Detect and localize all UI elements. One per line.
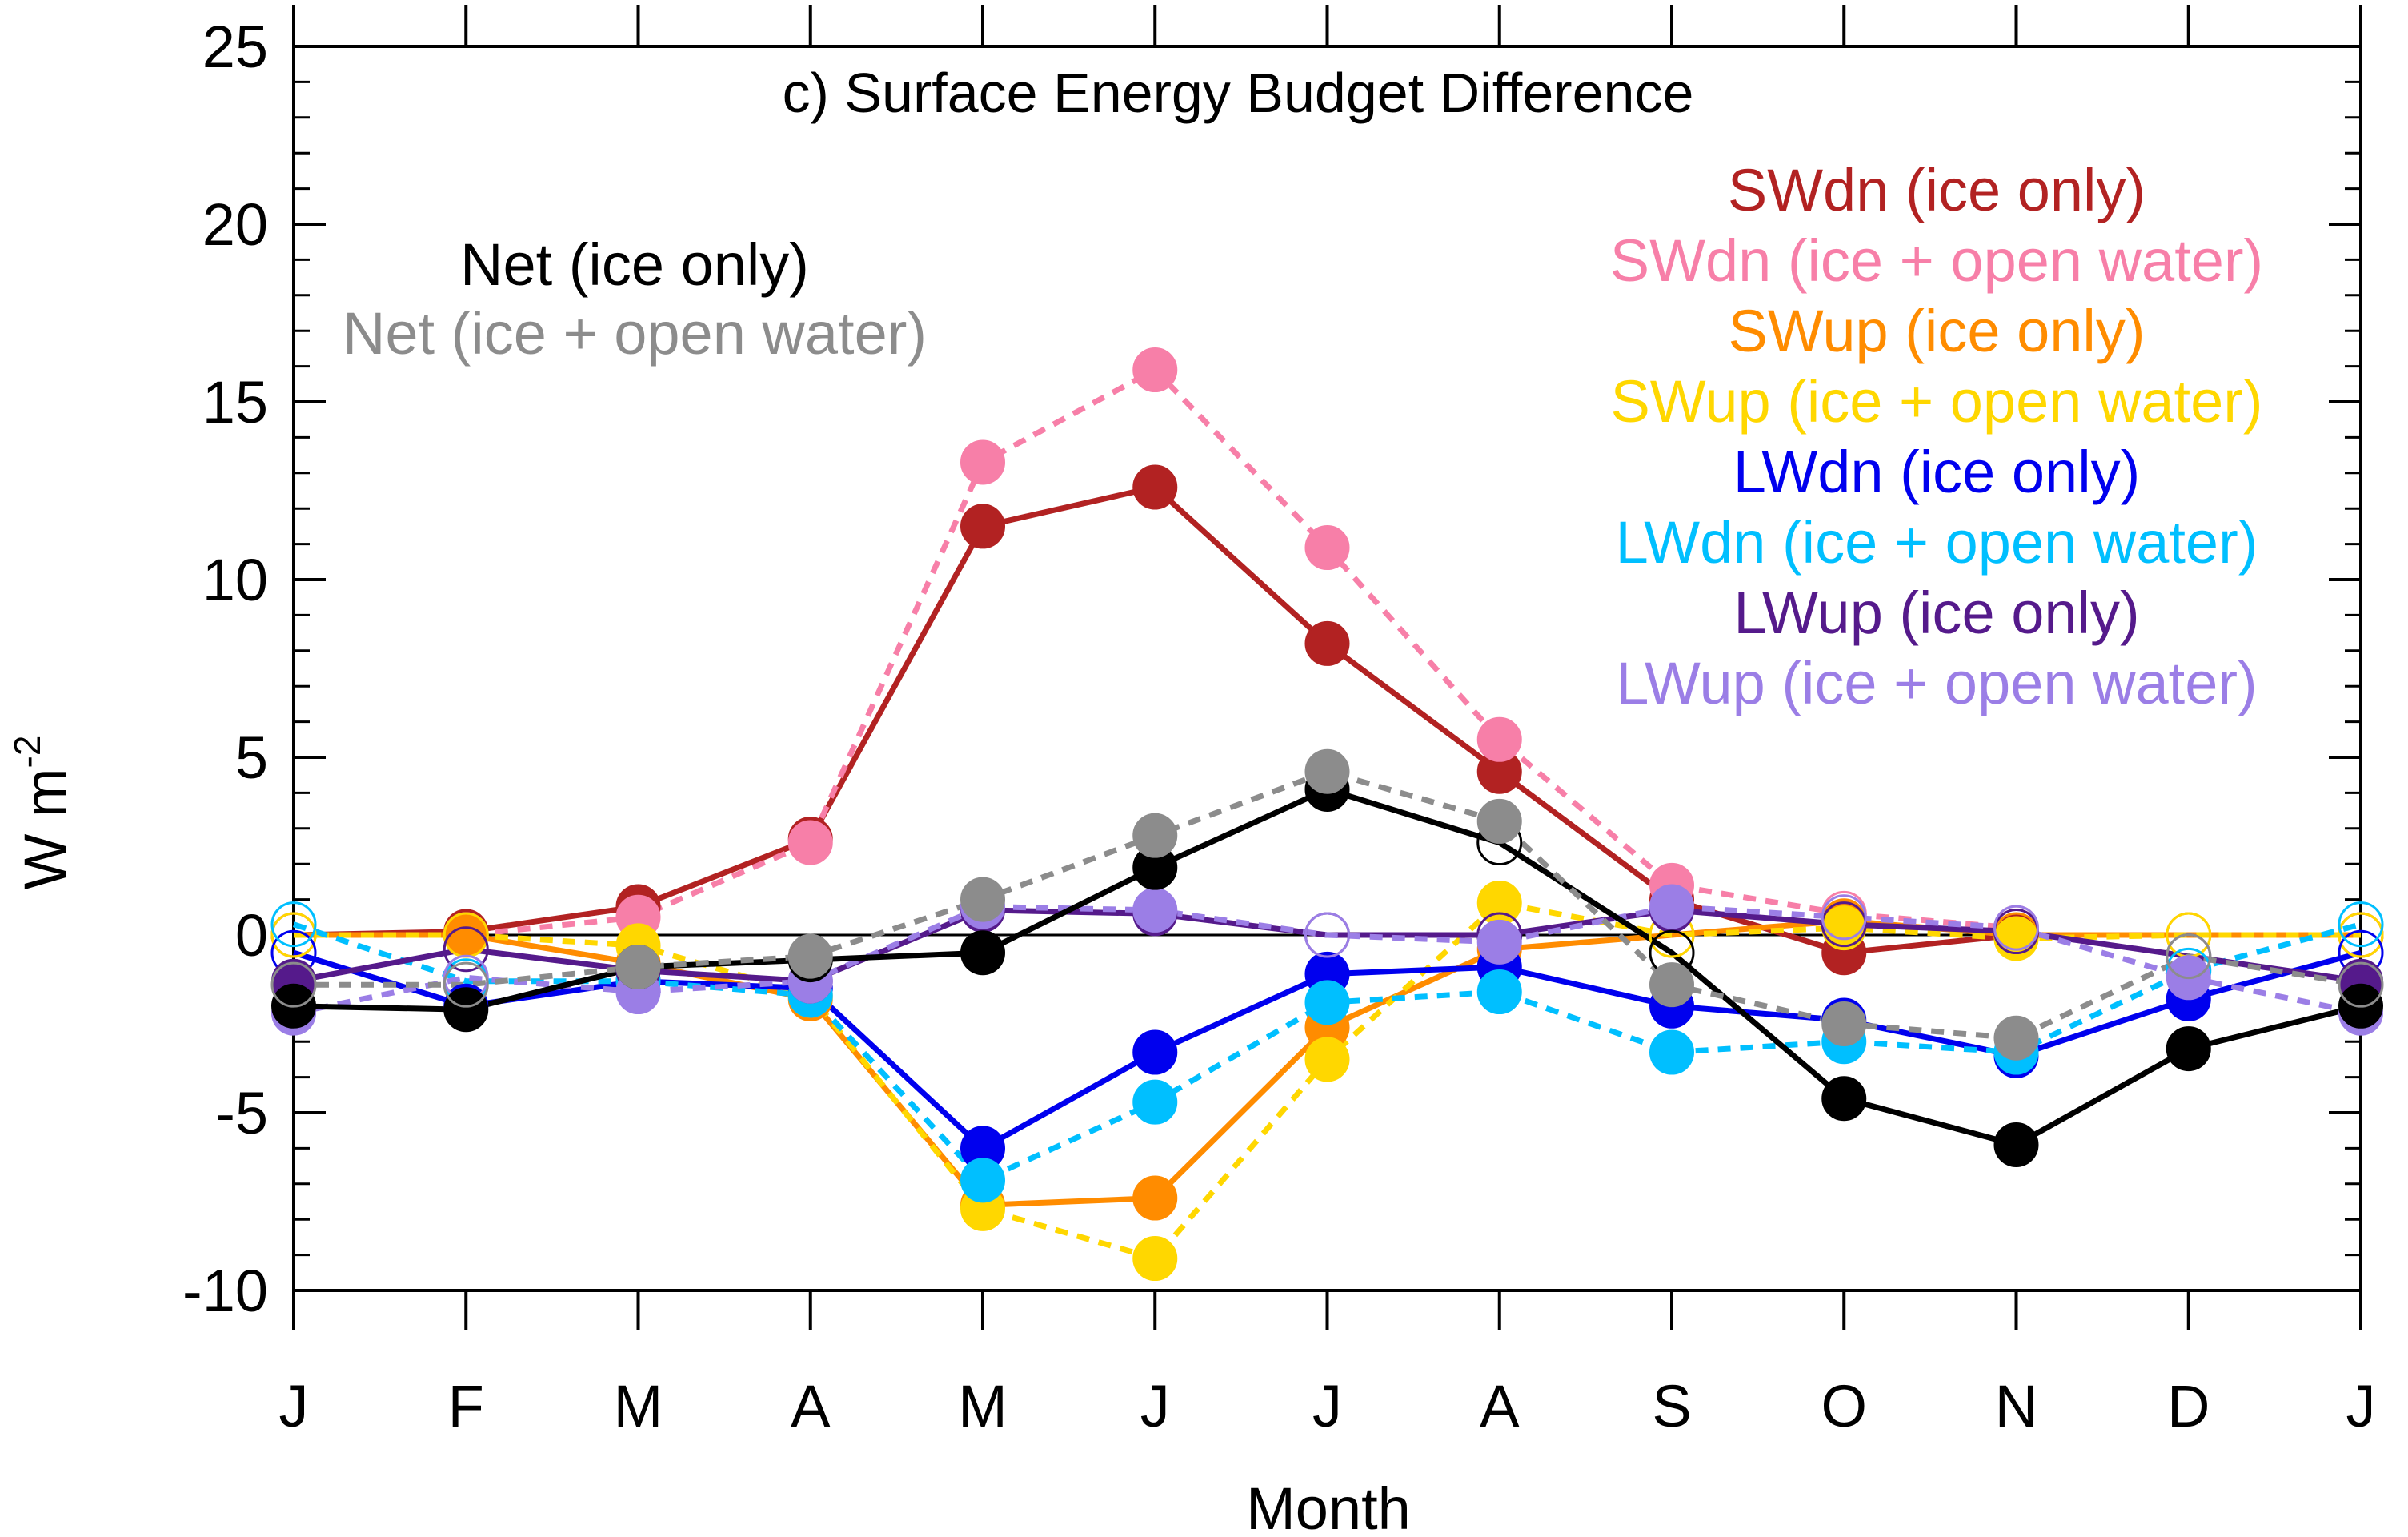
data-point: [1304, 1037, 1350, 1082]
data-point: [1132, 1175, 1178, 1221]
legend-entry: LWup (ice only): [1733, 580, 2139, 646]
data-point: [1649, 884, 1694, 929]
x-tick-label: D: [2167, 1373, 2210, 1439]
data-point-hollow: [1304, 912, 1350, 958]
x-tick-label: A: [1480, 1373, 1520, 1439]
x-tick-label: J: [279, 1373, 309, 1439]
x-axis-title: Month: [1246, 1475, 1411, 1537]
data-point: [1132, 1029, 1178, 1075]
data-point: [1476, 716, 1522, 762]
legend-entry: LWdn (ice + open water): [1616, 509, 2258, 576]
y-axis-title: W m-2: [6, 736, 78, 890]
data-point: [1821, 905, 1867, 951]
chart-title: c) Surface Energy Budget Difference: [783, 62, 1694, 124]
data-point: [1821, 1001, 1867, 1046]
data-point: [1304, 748, 1350, 794]
series-layer: [270, 347, 2384, 1282]
legend-entry: Net (ice only): [460, 231, 809, 298]
x-tick-label: J: [1140, 1373, 1170, 1439]
x-tick-label: A: [791, 1373, 831, 1439]
y-tick-label: 15: [202, 369, 268, 435]
data-point: [1993, 1015, 2039, 1061]
data-point: [960, 1158, 1005, 1203]
y-tick-label: 20: [202, 191, 268, 258]
data-point: [1132, 1236, 1178, 1282]
data-point-hollow: [1821, 894, 1867, 941]
text-layer: c) Surface Energy Budget Difference Mont…: [6, 62, 1693, 1537]
data-point: [1132, 1079, 1178, 1125]
y-axis-title-superscript: -2: [6, 736, 48, 768]
data-point: [1304, 620, 1350, 666]
data-point-hollow: [443, 961, 489, 1008]
y-tick-label: -10: [182, 1258, 268, 1324]
y-axis-title-main: W m: [12, 768, 78, 889]
x-tick-label: M: [958, 1373, 1008, 1439]
data-point: [1304, 980, 1350, 1025]
data-point-hollow: [443, 926, 489, 973]
data-point: [1132, 464, 1178, 510]
data-point-hollow: [270, 912, 317, 958]
data-point: [2166, 1026, 2211, 1072]
legend-entry: SWup (ice + open water): [1610, 368, 2262, 435]
data-point: [443, 987, 489, 1033]
data-point-hollow: [2338, 901, 2384, 948]
data-point: [960, 439, 1005, 485]
x-tick-label: O: [1821, 1373, 1867, 1439]
legend-entry: LWup (ice + open water): [1616, 650, 2257, 716]
data-point: [1132, 813, 1178, 858]
data-point: [1132, 887, 1178, 933]
data-point: [1649, 962, 1694, 1008]
y-tick-label: 25: [202, 14, 268, 80]
x-tick-label: J: [2346, 1373, 2376, 1439]
y-tick-label: 10: [202, 547, 268, 613]
data-point-hollow: [270, 901, 317, 948]
data-point: [615, 944, 661, 989]
data-point: [960, 504, 1005, 549]
data-point: [1993, 1122, 2039, 1167]
x-tick-label: N: [1995, 1373, 2037, 1439]
legend-entry: LWdn (ice only): [1733, 439, 2141, 505]
data-point: [1476, 798, 1522, 844]
data-point: [787, 820, 833, 865]
data-point-hollow: [2338, 961, 2384, 1008]
data-point: [1132, 347, 1178, 393]
data-point: [1821, 1076, 1867, 1122]
data-point: [1304, 525, 1350, 571]
legend-entry: SWdn (ice + open water): [1610, 227, 2263, 294]
legend: SWdn (ice only)SWdn (ice + open water)SW…: [343, 157, 2263, 716]
data-point: [787, 933, 833, 979]
y-tick-label: 0: [235, 902, 268, 969]
x-tick-label: S: [1652, 1373, 1691, 1439]
x-tick-label: J: [1312, 1373, 1342, 1439]
data-point-hollow: [2166, 933, 2212, 980]
data-point: [960, 877, 1005, 922]
x-tick-label: M: [614, 1373, 663, 1439]
data-point: [1476, 969, 1522, 1015]
data-point-hollow: [1993, 905, 2039, 951]
data-point: [1476, 919, 1522, 965]
x-tick-label: F: [448, 1373, 484, 1439]
data-point: [960, 930, 1005, 976]
data-point-hollow: [270, 961, 317, 1008]
y-tick-label: -5: [215, 1080, 268, 1146]
data-point-hollow: [2338, 912, 2384, 958]
legend-entry: SWdn (ice only): [1728, 157, 2146, 223]
y-tick-label: 5: [235, 724, 268, 791]
legend-entry: Net (ice + open water): [343, 300, 927, 367]
legend-entry: SWup (ice only): [1729, 298, 2146, 364]
data-point: [1649, 1029, 1694, 1075]
